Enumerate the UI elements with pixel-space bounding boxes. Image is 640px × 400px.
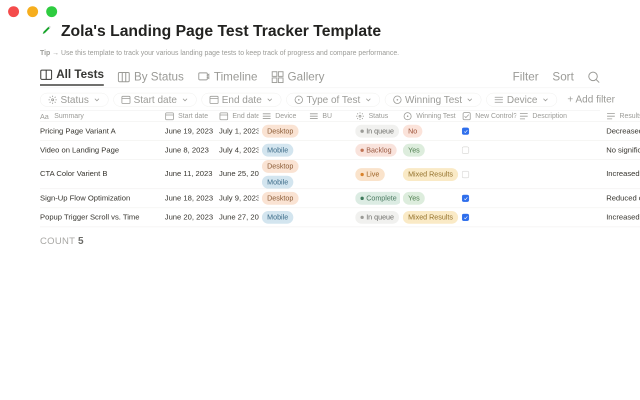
svg-text:Aa: Aa: [40, 112, 49, 121]
